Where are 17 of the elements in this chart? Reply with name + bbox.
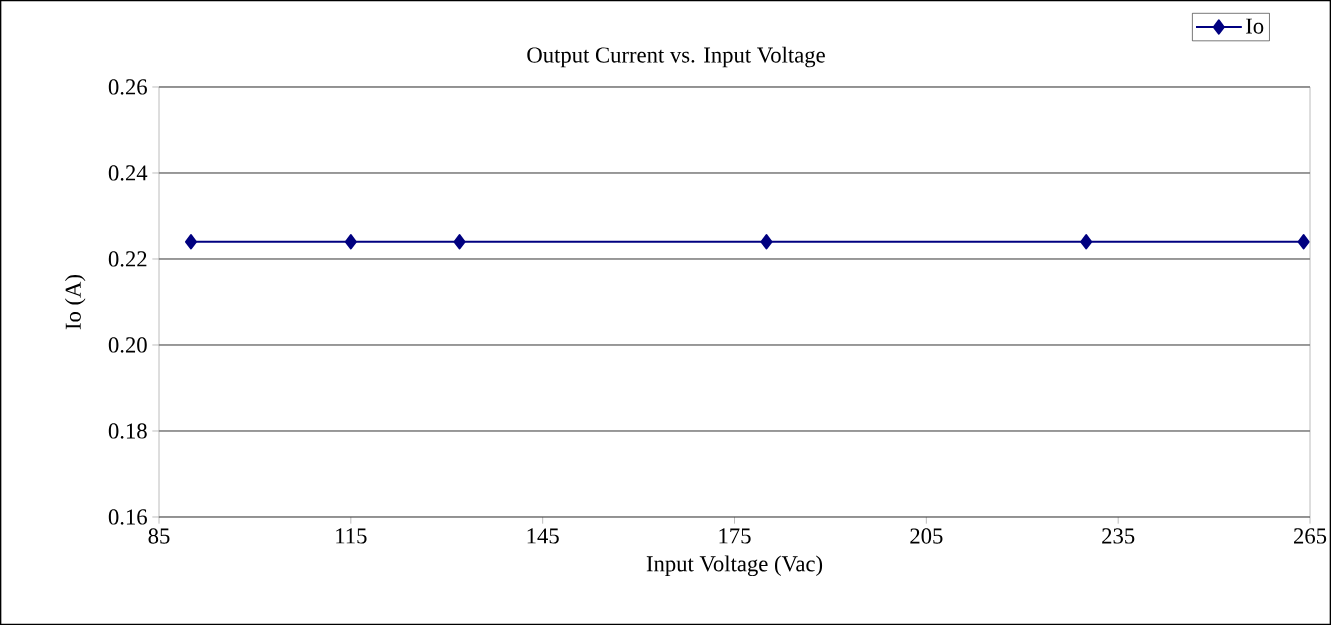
x-tick-label: 235 [1102,528,1135,544]
x-tick-label: 145 [527,528,559,544]
y-tick-label: 0.18 [108,423,147,439]
legend-label: Io [1246,18,1264,34]
x-tick-label: 85 [148,528,170,544]
y-tick-label: 0.22 [108,251,147,267]
y-tick-label: 0.24 [108,165,148,181]
x-tick-label: 205 [910,528,943,544]
y-axis-title: Io (A) [64,275,86,330]
x-tick-label: 265 [1294,528,1327,544]
x-tick-label: 175 [719,528,751,544]
chart-title: Output Current vs. Input Voltage [527,46,825,68]
y-tick-label: 0.16 [108,509,147,525]
x-axis-title: Input Voltage (Vac) [646,555,823,577]
y-tick-label: 0.20 [108,337,147,353]
x-tick-label: 115 [336,528,367,544]
y-tick-label: 0.26 [108,79,147,95]
